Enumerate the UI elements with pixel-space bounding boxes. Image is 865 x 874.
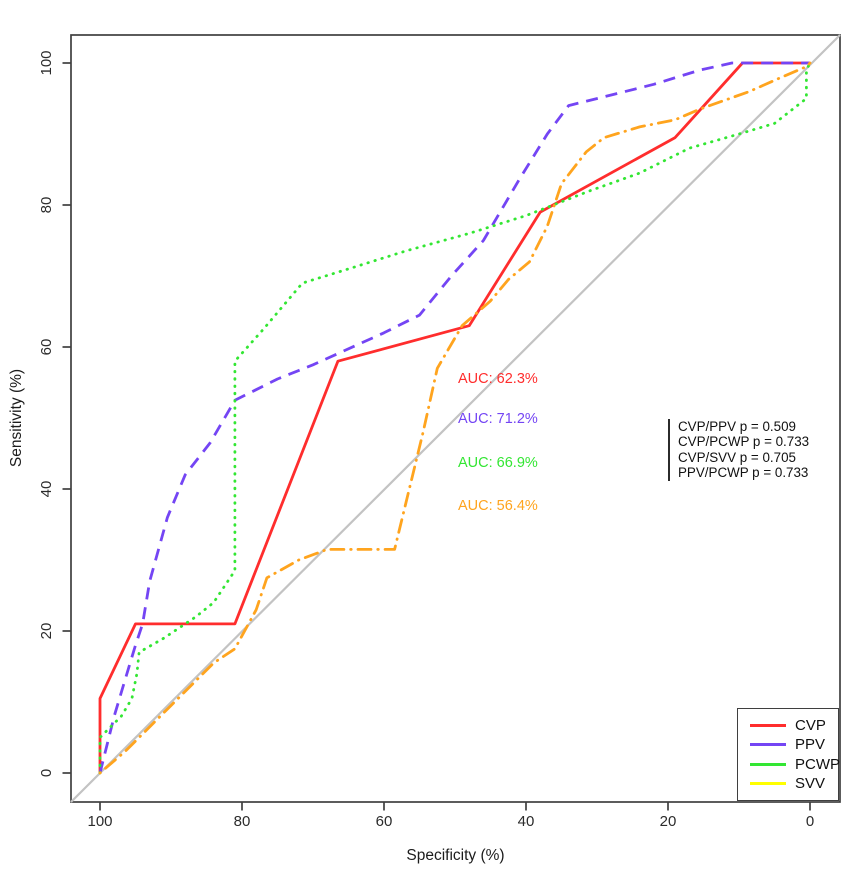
- legend-item-pcwp: PCWP: [738, 755, 840, 773]
- legend-line-ppv: [750, 743, 786, 747]
- legend-item-cvp: CVP: [738, 718, 838, 733]
- x-tick-label: 60: [376, 813, 393, 830]
- p-value-line-cvp-svv: CVP/SVV p = 0.705: [678, 449, 796, 465]
- y-tick-label: 20: [38, 623, 55, 640]
- x-tick-label: 80: [234, 813, 251, 830]
- legend-line-pcwp: [750, 762, 786, 766]
- p-value-line-cvp-ppv: CVP/PPV p = 0.509: [678, 419, 796, 434]
- curve-ppv: [98, 61, 810, 774]
- y-tick-label: 80: [38, 197, 55, 214]
- legend-item-svv: SVV: [738, 776, 838, 791]
- x-tick-label: 100: [87, 813, 112, 830]
- legend-line-svv: [750, 782, 786, 786]
- legend-label-ppv: PPV: [795, 736, 826, 754]
- y-tick-label: 100: [38, 50, 55, 75]
- legend: CVP PPV PCWP SVV: [737, 708, 840, 801]
- y-tick-label: 40: [38, 481, 55, 498]
- auc-label-ppv: AUC: 71.2%: [458, 411, 538, 427]
- y-tick-label: 0: [38, 769, 55, 777]
- legend-label-svv: SVV: [795, 775, 826, 793]
- chance-diagonal-line: [70, 34, 841, 803]
- y-axis-title: Sensitivity (%): [8, 368, 25, 468]
- legend-label-pcwp: PCWP: [795, 755, 840, 773]
- y-tick-label: 60: [38, 339, 55, 356]
- plot-frame: [70, 34, 841, 803]
- curve-pcwp: [98, 61, 812, 775]
- legend-item-ppv: PPV: [738, 737, 838, 752]
- auc-label-pcwp: AUC: 66.9%: [458, 455, 538, 471]
- p-value-line-ppv-pcwp: PPV/PCWP p = 0.733: [678, 465, 809, 481]
- x-tick-label: 20: [660, 813, 677, 830]
- x-axis-title: Specificity (%): [406, 847, 505, 864]
- auc-label-cvp: AUC: 62.3%: [458, 371, 538, 387]
- p-value-annotation: CVP/PPV p = 0.509 CVP/PCWP p = 0.733 CVP…: [668, 419, 809, 481]
- curve-cvp: [98, 61, 810, 773]
- legend-line-cvp: [750, 723, 786, 727]
- auc-label-svv: AUC: 56.4%: [458, 498, 538, 514]
- p-value-line-cvp-pcwp: CVP/PCWP p = 0.733: [678, 434, 810, 450]
- x-tick-label: 0: [806, 813, 814, 830]
- curve-svv: [98, 61, 812, 775]
- x-tick-label: 40: [518, 813, 535, 830]
- legend-label-cvp: CVP: [795, 716, 826, 734]
